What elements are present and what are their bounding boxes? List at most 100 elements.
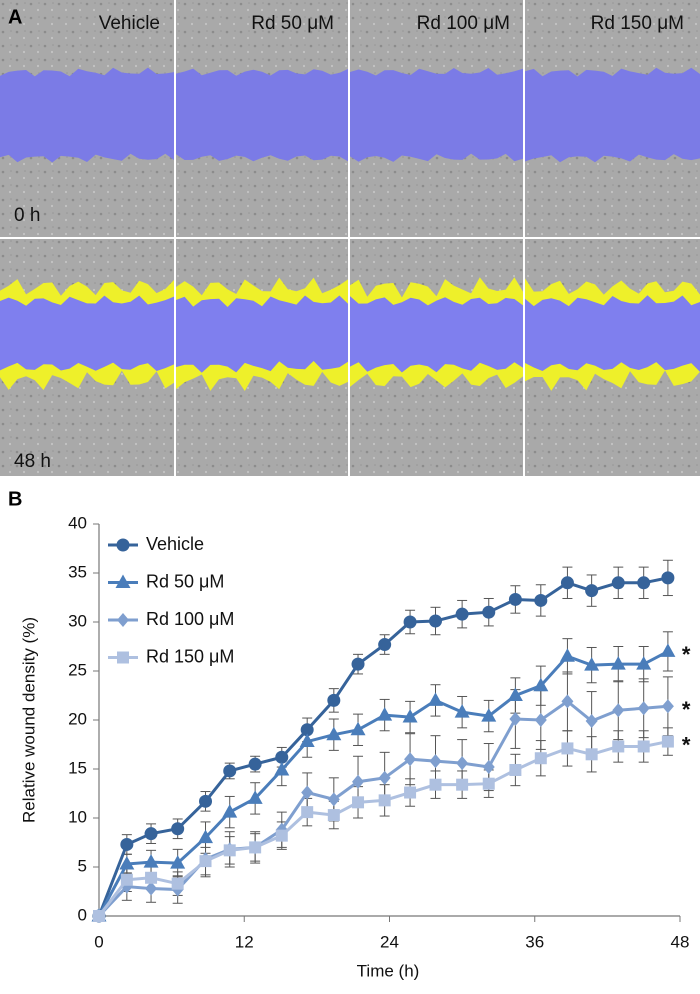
marker: [351, 657, 365, 671]
marker: [660, 643, 676, 657]
series-line: [97, 740, 669, 917]
marker: [93, 910, 105, 922]
significance-marker: *: [682, 732, 691, 757]
wound-area: [350, 68, 523, 162]
column-label: Rd 100 μM: [417, 13, 510, 34]
marker: [559, 648, 575, 662]
marker: [352, 796, 365, 809]
marker: [170, 855, 186, 869]
marker: [509, 763, 522, 776]
y-tick-label: 35: [68, 562, 87, 581]
row-label: 0 h: [14, 205, 40, 226]
legend-marker: [117, 613, 129, 627]
y-tick-label: 30: [68, 611, 87, 630]
x-tick-label: 0: [94, 932, 103, 951]
marker: [249, 841, 262, 854]
marker: [561, 694, 574, 709]
marker: [534, 752, 547, 765]
marker: [378, 638, 392, 652]
marker: [378, 770, 391, 785]
marker: [404, 786, 417, 799]
marker: [171, 877, 184, 890]
marker: [612, 740, 625, 753]
marker: [585, 584, 599, 598]
legend-label: Rd 50 μM: [146, 571, 224, 591]
marker: [275, 829, 288, 842]
y-tick-label: 5: [78, 856, 87, 875]
column-label: Rd 50 μM: [251, 13, 334, 34]
marker: [171, 822, 185, 836]
series-line: [97, 699, 669, 918]
marker: [428, 614, 442, 628]
marker: [274, 761, 290, 776]
marker: [455, 607, 469, 621]
marker: [377, 707, 393, 721]
legend-marker: [116, 538, 130, 552]
marker: [636, 656, 652, 670]
marker: [661, 571, 675, 585]
marker: [120, 873, 133, 886]
x-tick-label: 24: [380, 932, 399, 951]
marker: [661, 699, 674, 714]
marker: [378, 794, 391, 807]
marker: [327, 792, 340, 807]
marker: [404, 752, 417, 767]
legend-marker: [117, 651, 129, 664]
marker: [585, 748, 598, 761]
marker: [482, 777, 495, 790]
y-tick-label: 40: [68, 513, 87, 532]
marker: [403, 615, 417, 629]
x-axis-title: Time (h): [357, 961, 420, 980]
marker: [143, 854, 159, 868]
x-tick-label: 48: [671, 932, 690, 951]
marker: [637, 576, 651, 590]
marker: [509, 712, 522, 727]
marker: [300, 723, 314, 737]
legend-label: Rd 100 μM: [146, 609, 234, 629]
marker: [611, 576, 625, 590]
marker: [301, 806, 314, 819]
legend-label: Rd 150 μM: [146, 646, 234, 666]
marker: [144, 827, 158, 841]
panel-letter: A: [8, 6, 22, 28]
marker: [482, 760, 495, 775]
marker: [248, 757, 262, 771]
significance-marker: *: [682, 642, 691, 667]
column-label: Rd 150 μM: [591, 13, 684, 34]
wound-area: [350, 296, 523, 373]
significance-marker: *: [682, 697, 691, 722]
marker: [247, 790, 263, 804]
marker: [534, 713, 547, 727]
marker: [327, 809, 340, 822]
marker: [352, 774, 365, 789]
marker: [456, 778, 469, 791]
marker: [350, 721, 366, 736]
marker: [199, 794, 213, 808]
marker: [198, 829, 214, 844]
marker: [402, 709, 418, 723]
marker: [534, 593, 548, 607]
legend-marker: [115, 574, 131, 588]
y-tick-label: 15: [68, 758, 87, 777]
marker: [585, 713, 598, 728]
marker: [612, 703, 625, 718]
x-tick-label: 36: [525, 932, 544, 951]
marker: [222, 804, 238, 818]
marker: [326, 726, 342, 741]
panel-a: [0, 0, 700, 476]
marker: [301, 785, 314, 800]
panel-letter: B: [8, 488, 22, 510]
series: [121, 671, 673, 904]
wound-area: [0, 295, 174, 371]
marker: [661, 735, 674, 748]
wound-area: [0, 67, 174, 163]
marker: [199, 855, 212, 868]
wound-area: [176, 295, 348, 373]
marker: [145, 871, 158, 884]
y-tick-label: 20: [68, 709, 87, 728]
marker: [456, 756, 469, 771]
marker: [584, 657, 600, 671]
series: [93, 735, 674, 922]
